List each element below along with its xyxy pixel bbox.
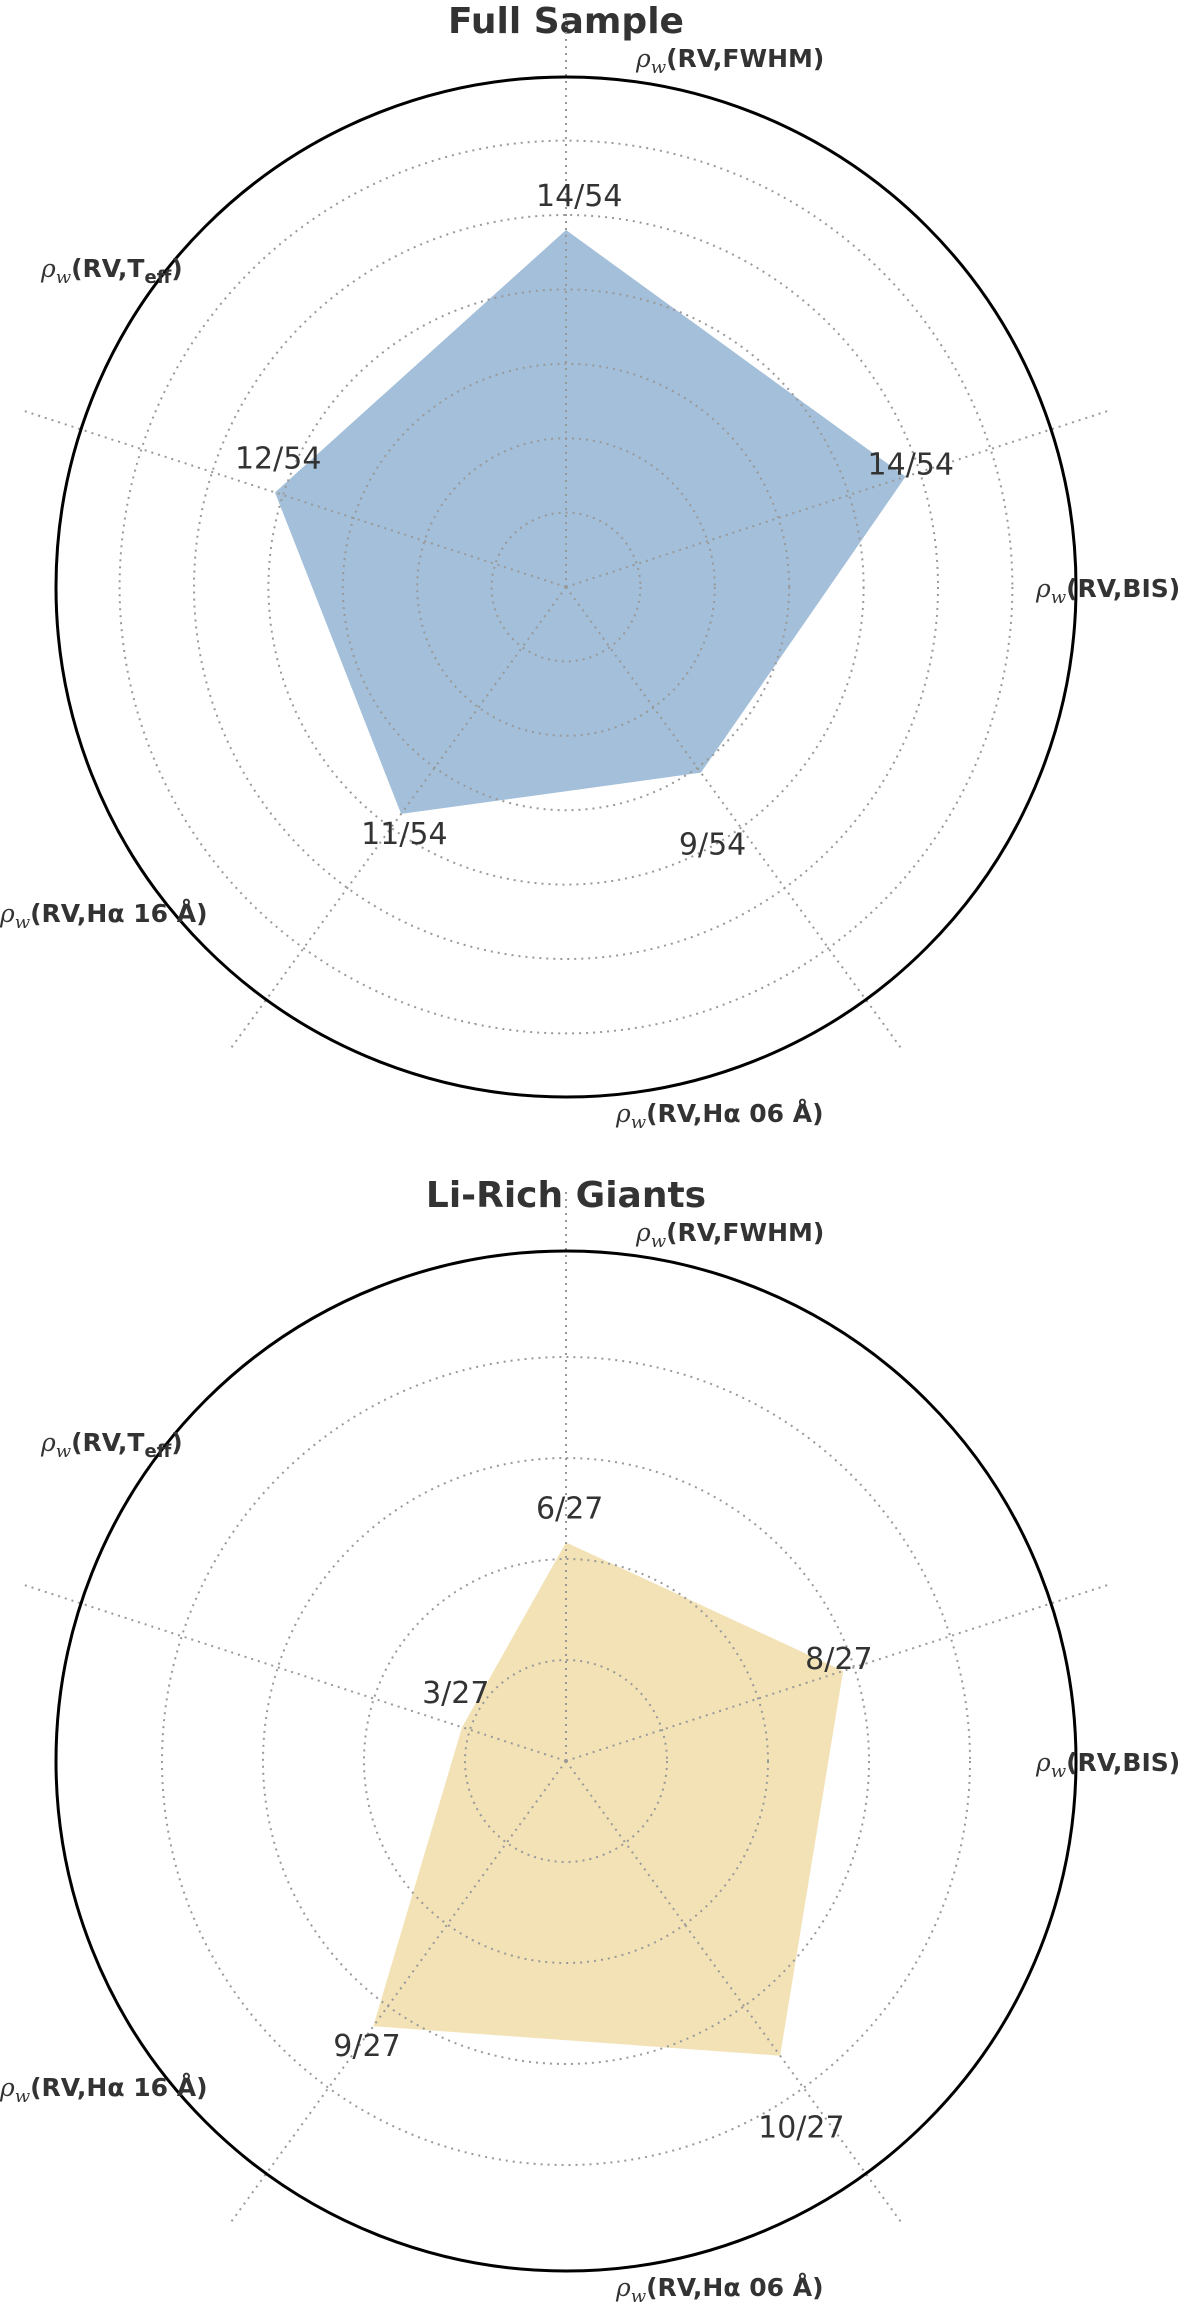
grid-circle [363, 1558, 769, 1964]
axis-spoke [23, 1583, 567, 1762]
value-label: 6/27 [536, 1491, 603, 1526]
data-polygon [373, 1542, 844, 2056]
axis-label: ρw(RV,BIS) [1035, 574, 1180, 608]
value-label: 12/54 [235, 441, 321, 476]
full-sample-radar-chart: Full Sample 14/54 14/54 12/54 11/54 9/54 ρw(R… [0, 1, 1180, 1133]
axis-label: ρw(RV,Hα 16 Å) [0, 899, 208, 933]
value-label: 3/27 [422, 1676, 489, 1711]
grid-circle [118, 139, 1014, 1035]
value-label: 14/54 [868, 448, 954, 483]
grid-circle [161, 1356, 971, 2166]
value-label: 14/54 [536, 179, 622, 214]
value-label: 8/27 [805, 1642, 872, 1677]
outer-circle [54, 1249, 1078, 2273]
axis-label: ρw(RV,FWHM) [635, 44, 824, 78]
data-polygon [274, 230, 906, 814]
axis-label: ρw(RV,Teff) [40, 254, 183, 288]
axis-label: ρw(RV,Teff) [40, 1428, 183, 1462]
grid-circle [262, 1457, 870, 2065]
grid-circle [464, 1659, 668, 1863]
grid-circle [490, 511, 642, 663]
li-rich-giants-radar-chart: Li-Rich Giants 8/27 6/27 3/27 9/27 10/27 ρw(R… [0, 1175, 1180, 2307]
value-label: 10/27 [758, 2111, 844, 2146]
chart-title: Full Sample [448, 1, 684, 42]
chart-title: Li-Rich Giants [426, 1175, 706, 1216]
axis-label: ρw(RV,Hα 06 Å) [615, 2273, 824, 2307]
value-label: 9/27 [333, 2029, 400, 2064]
axis-label: ρw(RV,Hα 06 Å) [615, 1099, 824, 1133]
value-label: 9/54 [679, 828, 746, 863]
value-label: 11/54 [361, 817, 447, 852]
axis-label: ρw(RV,FWHM) [635, 1218, 824, 1252]
axis-label: ρw(RV,Hα 16 Å) [0, 2073, 208, 2107]
axis-label: ρw(RV,BIS) [1035, 1748, 1180, 1782]
outer-circle [54, 75, 1078, 1099]
grid-circle [267, 288, 865, 886]
grid-circle [341, 362, 791, 812]
grid-circle [193, 214, 939, 960]
